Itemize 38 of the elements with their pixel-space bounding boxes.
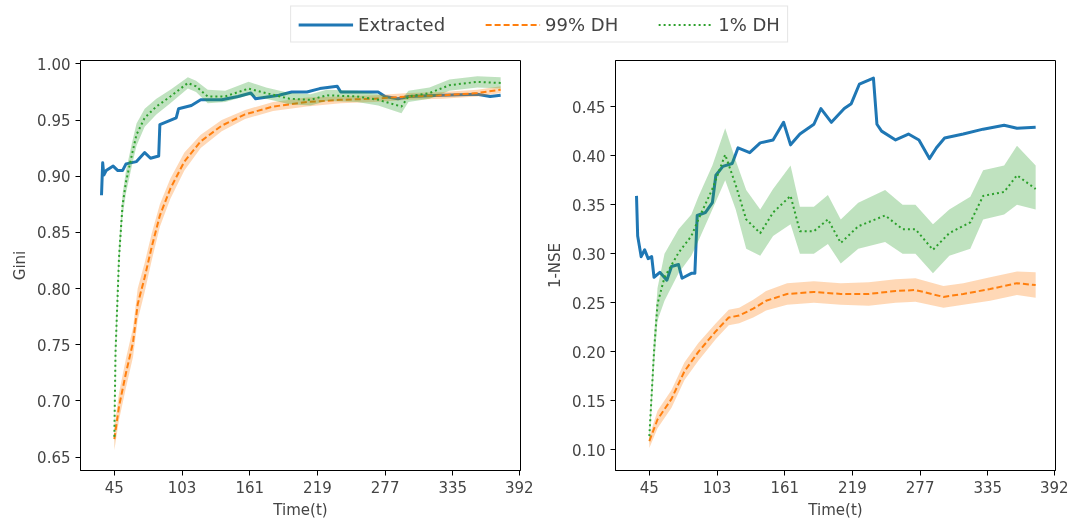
y-tick-label: 0.70 (37, 392, 71, 411)
y-tick-label: 0.65 (37, 449, 71, 468)
y-tick-label: 0.75 (37, 336, 71, 355)
y-tick-label: 0.45 (572, 98, 606, 117)
y-tick-label: 1.00 (37, 55, 71, 74)
y-tick-label: 0.40 (572, 147, 606, 166)
y-tick-label: 0.85 (37, 224, 71, 243)
y-tick-label: 0.80 (37, 280, 71, 299)
y-tick-label: 0.90 (37, 168, 71, 187)
x-tick-label: 103 (702, 478, 732, 497)
line-series (635, 76, 1038, 282)
x-tick-label: 219 (303, 478, 332, 497)
y-tick-label: 0.10 (572, 441, 606, 460)
x-axis-title: Time(t) (807, 500, 863, 519)
x-tick-label: 45 (639, 478, 659, 497)
y-tick-label: 0.25 (572, 294, 606, 313)
x-tick-label: 45 (104, 478, 124, 497)
x-tick-label: 335 (973, 478, 1003, 497)
y-tick-label: 0.15 (572, 392, 606, 411)
x-tick-label: 277 (370, 478, 400, 497)
y-axis-title: 1-NSE (546, 242, 565, 289)
x-tick-label: 392 (505, 478, 534, 497)
y-tick-label: 0.20 (572, 343, 606, 362)
x-tick-label: 161 (770, 478, 800, 497)
x-tick-label: 219 (838, 478, 867, 497)
y-tick-label: 0.35 (572, 196, 606, 215)
x-axis-title: Time(t) (272, 500, 328, 519)
legend-label: 1% DH (718, 13, 780, 35)
y-tick-label: 0.30 (572, 245, 606, 264)
y-axis-title: Gini (11, 250, 30, 281)
x-tick-label: 392 (1040, 478, 1069, 497)
x-tick-label: 103 (167, 478, 197, 497)
legend-label: 99% DH (545, 13, 619, 35)
x-tick-label: 277 (905, 478, 935, 497)
x-tick-label: 161 (235, 478, 265, 497)
x-tick-label: 335 (438, 478, 468, 497)
legend-label: Extracted (358, 13, 446, 35)
y-tick-label: 0.95 (37, 112, 71, 131)
